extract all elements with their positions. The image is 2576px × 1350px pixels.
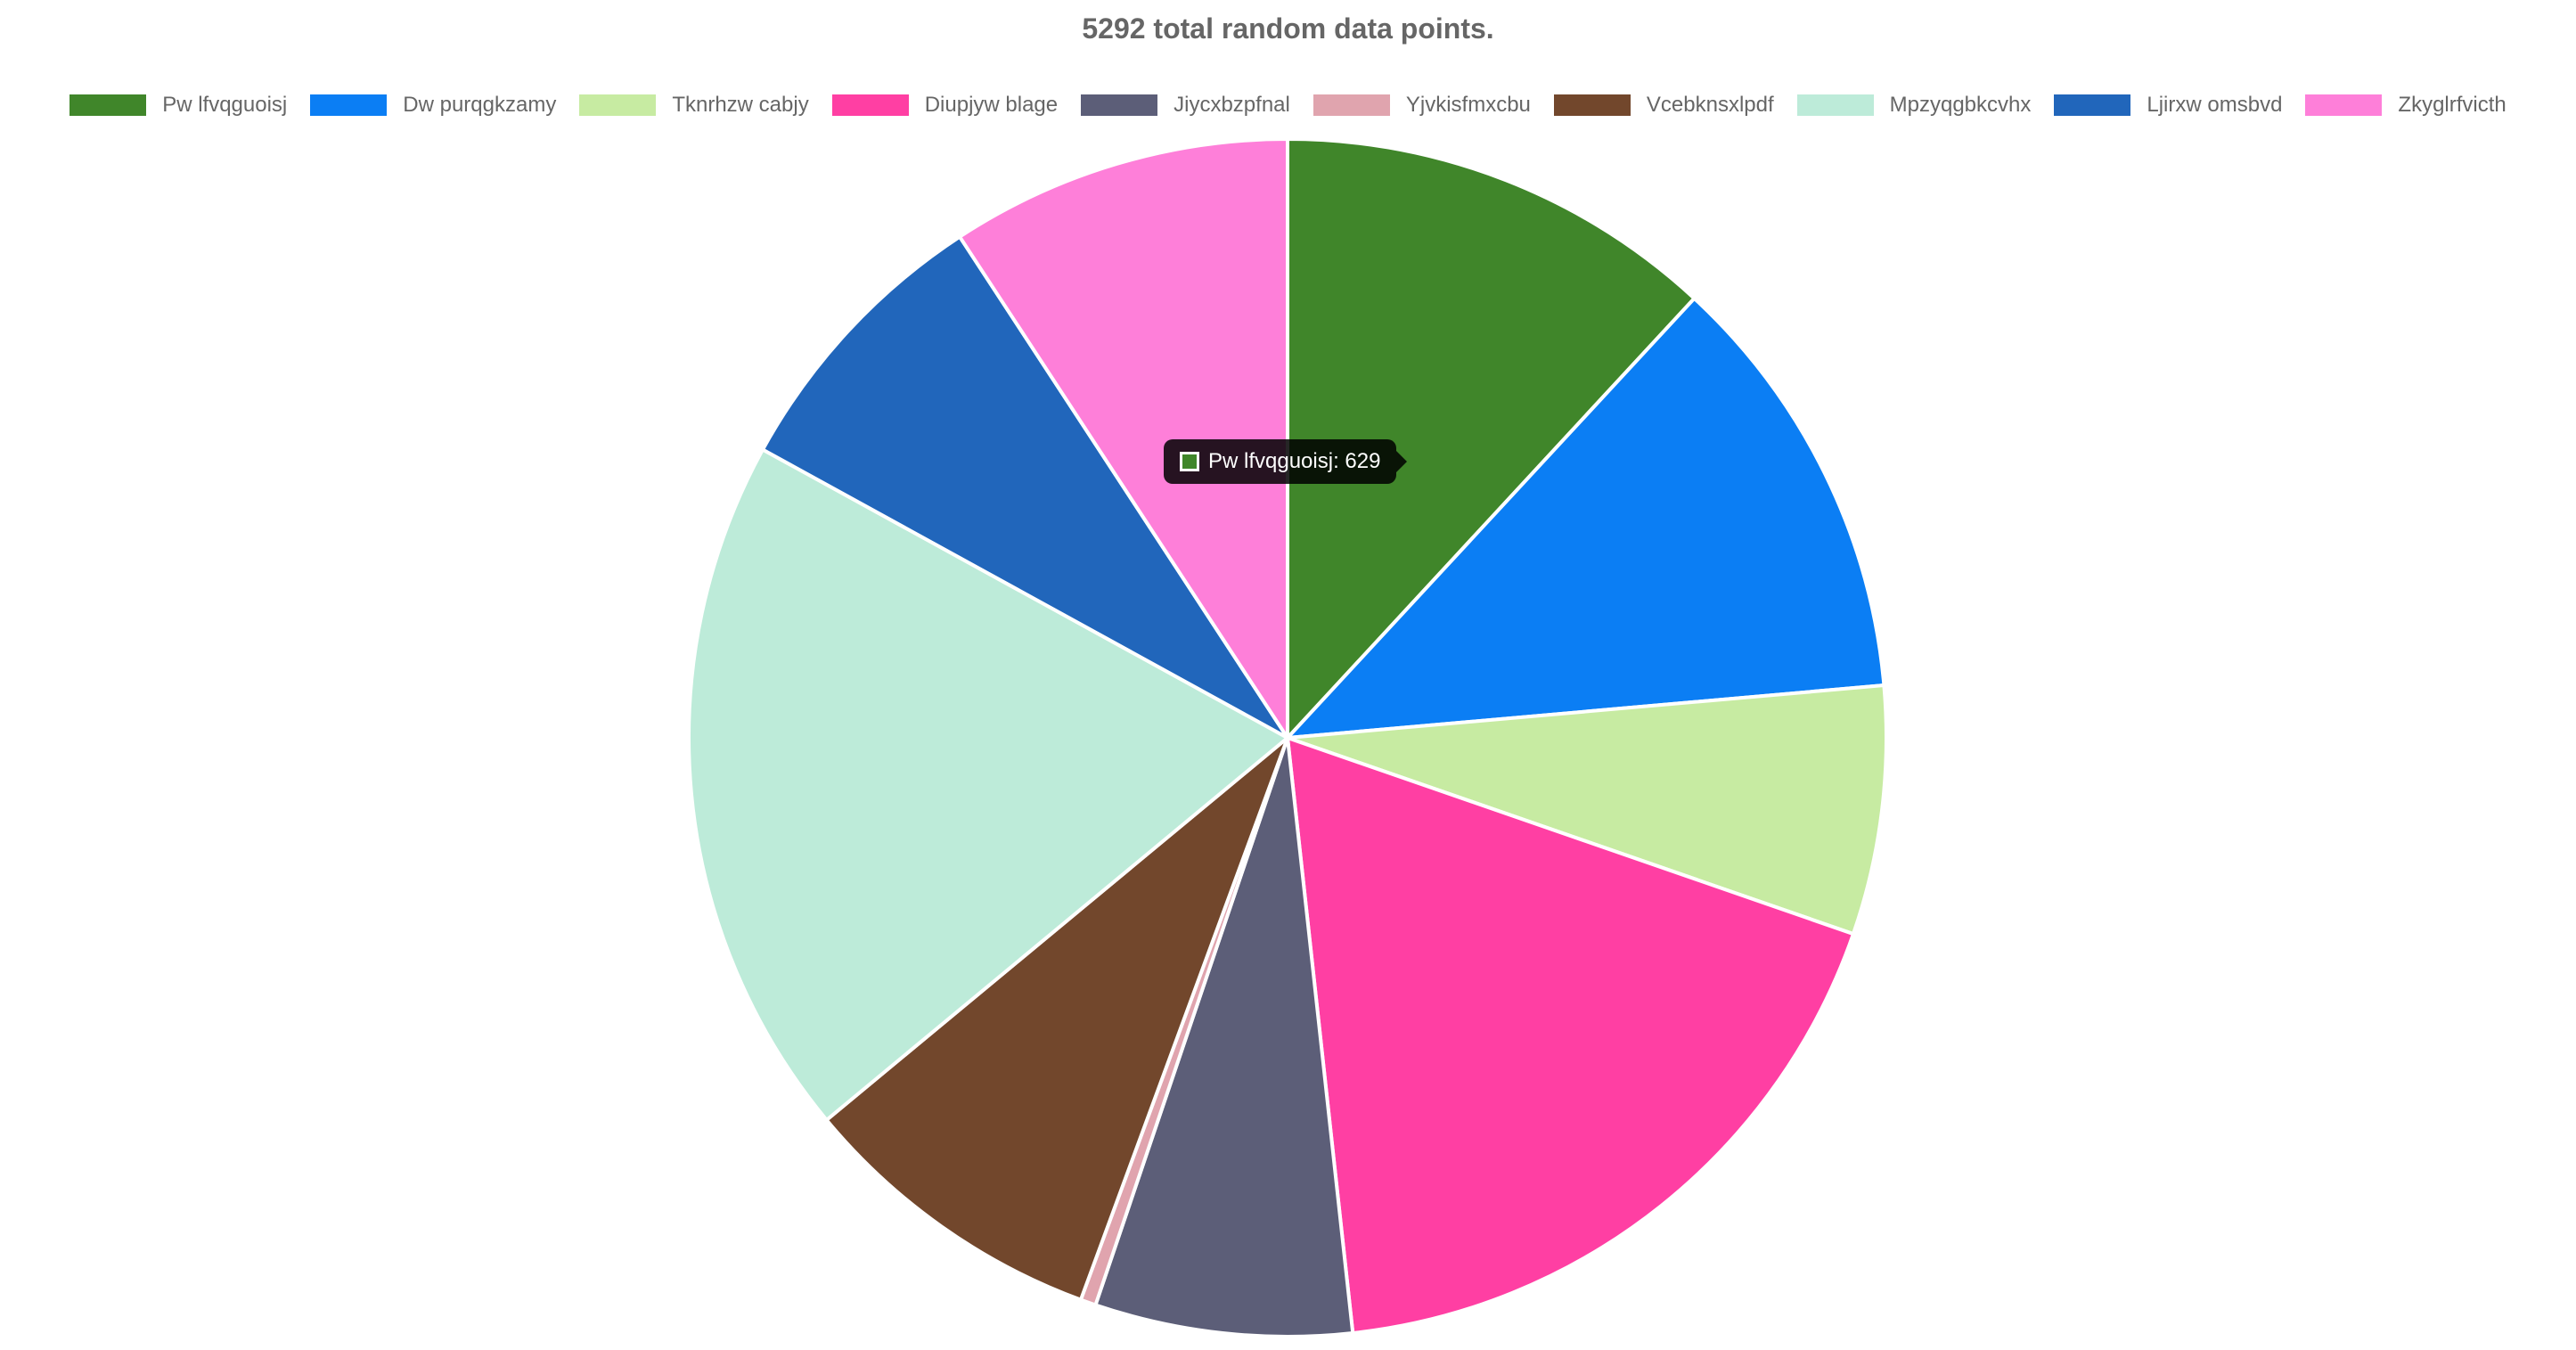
legend-swatch	[2305, 94, 2383, 116]
legend-label: Pw lfvqguoisj	[162, 93, 288, 117]
legend-label: Tknrhzw cabjy	[672, 93, 809, 117]
legend-swatch	[579, 94, 657, 116]
legend: Pw lfvqguoisj Dw purqgkzamy Tknrhzw cabjy D…	[0, 89, 2576, 121]
legend-item[interactable]: Diupjyw blage	[831, 93, 1059, 118]
legend-item[interactable]: Vcebknsxlpdf	[1553, 93, 1774, 118]
legend-swatch	[1553, 94, 1631, 116]
legend-label: Dw purqgkzamy	[403, 93, 557, 117]
legend-label: Zkyglrfvicth	[2398, 93, 2506, 117]
legend-swatch	[1796, 94, 1874, 116]
tooltip-swatch	[1180, 452, 1199, 471]
legend-swatch	[310, 94, 388, 116]
pie-slice[interactable]	[760, 233, 1289, 740]
chart-title: 5292 total random data points.	[1082, 12, 1494, 45]
legend-swatch	[831, 94, 909, 116]
legend-label: Ljirxw omsbvd	[2147, 93, 2283, 117]
pie-slice[interactable]	[1092, 737, 1355, 1338]
legend-label: Mpzyqgbkcvhx	[1889, 93, 2032, 117]
legend-item[interactable]: Jiycxbzpfnal	[1081, 93, 1290, 118]
pie-slice[interactable]	[687, 446, 1291, 1123]
legend-item[interactable]: Mpzyqgbkcvhx	[1796, 93, 2032, 118]
pie-slice[interactable]	[957, 136, 1289, 744]
legend-swatch	[1081, 94, 1158, 116]
legend-item[interactable]: Yjvkisfmxcbu	[1313, 93, 1531, 118]
legend-item[interactable]: Dw purqgkzamy	[310, 93, 556, 118]
pie-slice[interactable]	[1286, 136, 1697, 743]
legend-item[interactable]: Pw lfvqguoisj	[70, 93, 287, 118]
legend-swatch	[2054, 94, 2131, 116]
legend-label: Yjvkisfmxcbu	[1405, 93, 1531, 117]
legend-label: Jiycxbzpfnal	[1174, 93, 1290, 117]
legend-label: Vcebknsxlpdf	[1646, 93, 1774, 117]
legend-item[interactable]: Ljirxw omsbvd	[2054, 93, 2282, 118]
pie-slice[interactable]	[1285, 735, 1856, 1336]
legend-swatch	[70, 94, 147, 116]
legend-item[interactable]: Zkyglrfvicth	[2305, 93, 2506, 118]
tooltip: Pw lfvqguoisj: 629	[1164, 439, 1408, 484]
legend-swatch	[1313, 94, 1390, 116]
pie-slice[interactable]	[1287, 683, 1889, 937]
tooltip-text: Pw lfvqguoisj: 629	[1208, 449, 1381, 473]
pie-slice[interactable]	[823, 732, 1292, 1303]
legend-item[interactable]: Tknrhzw cabjy	[579, 93, 809, 118]
pie-slice[interactable]	[1283, 296, 1886, 740]
legend-label: Diupjyw blage	[924, 93, 1059, 117]
